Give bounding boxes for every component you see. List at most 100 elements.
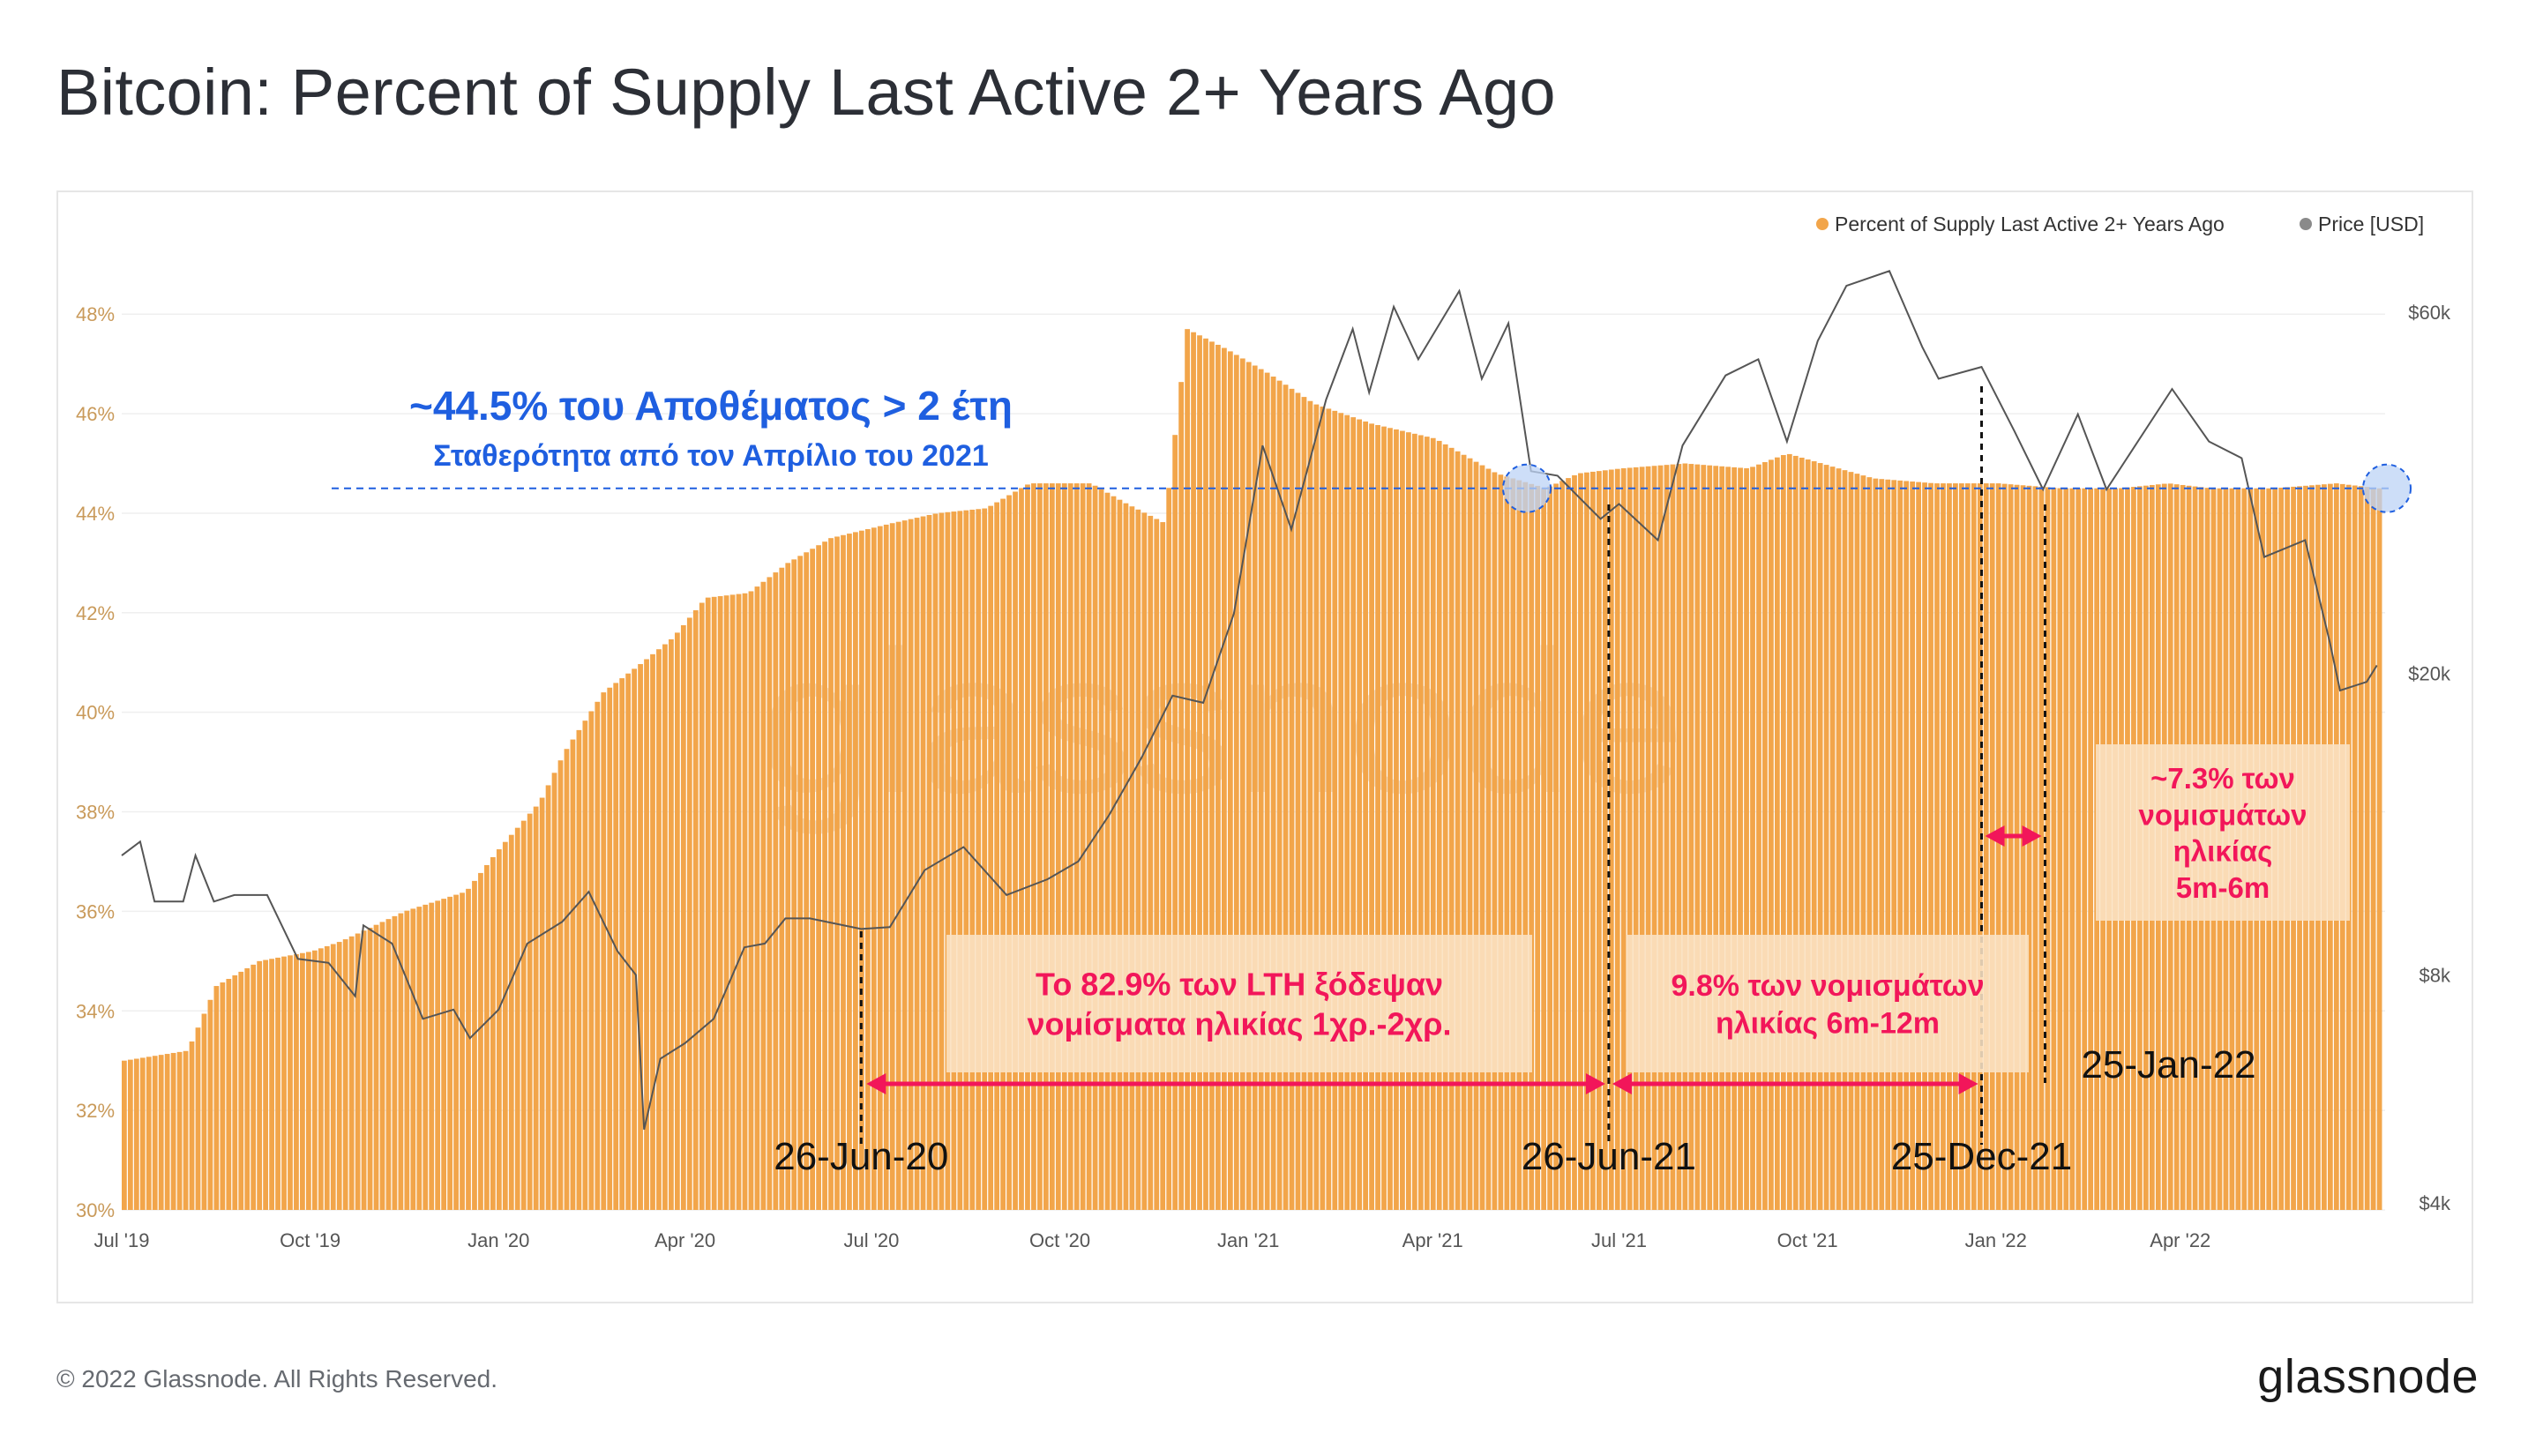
chart-svg: glassnode 30%32%34%36%38%40%42%44%46%48%… — [76, 213, 2451, 1251]
supply-bar — [170, 1052, 176, 1210]
supply-bar — [2082, 488, 2088, 1210]
supply-bar — [1504, 476, 1510, 1210]
arrow-6m-12m-head-right — [1958, 1073, 1978, 1094]
supply-bar — [901, 520, 908, 1210]
supply-bar — [1326, 408, 1332, 1210]
supply-bar — [1744, 467, 1749, 1210]
supply-bar — [2063, 488, 2069, 1210]
supply-bar — [232, 974, 238, 1210]
x-tick: Jan '20 — [467, 1229, 529, 1251]
blue-subline: Σταθερότητα από τον Απρίλιο του 2021 — [433, 439, 989, 473]
supply-bar — [139, 1057, 146, 1210]
supply-bar — [834, 536, 840, 1210]
supply-bar — [1958, 483, 1964, 1210]
supply-bar — [1964, 483, 1971, 1210]
supply-bar — [2352, 485, 2358, 1210]
supply-bar — [1013, 491, 1018, 1210]
supply-bar — [1197, 335, 1202, 1210]
supply-bar — [514, 827, 520, 1210]
supply-bar — [1769, 459, 1774, 1210]
supply-bar — [318, 948, 324, 1210]
supply-bar — [2358, 486, 2364, 1210]
supply-bar — [564, 749, 570, 1210]
supply-bar — [650, 653, 655, 1210]
supply-bar — [1885, 479, 1891, 1210]
supply-bar — [373, 924, 379, 1210]
supply-bar — [410, 908, 416, 1210]
supply-bar — [1688, 464, 1694, 1210]
supply-bar — [963, 510, 969, 1210]
supply-bar — [1516, 480, 1522, 1210]
supply-bar — [1836, 468, 1842, 1210]
supply-bar — [1941, 483, 1946, 1210]
supply-bar — [656, 649, 662, 1210]
supply-bar — [189, 1041, 195, 1210]
supply-bar — [238, 971, 244, 1210]
page-title: Bitcoin: Percent of Supply Last Active 2… — [56, 56, 1556, 129]
supply-bar — [1928, 482, 1933, 1210]
box-5m-6m-bg — [2096, 744, 2350, 921]
supply-bar — [1485, 468, 1492, 1210]
supply-bar — [1559, 481, 1565, 1210]
supply-bar — [1000, 498, 1006, 1210]
supply-bar — [146, 1057, 152, 1210]
supply-bar — [305, 952, 311, 1210]
arrow-lth-1y-2y-head-left — [866, 1073, 886, 1094]
supply-bar — [1350, 417, 1357, 1211]
supply-bar — [1553, 483, 1559, 1210]
supply-bar — [1829, 467, 1836, 1210]
supply-bar — [705, 597, 711, 1210]
supply-bar — [841, 534, 846, 1210]
supply-bar — [988, 505, 994, 1210]
supply-bar — [1178, 382, 1185, 1210]
supply-bar — [355, 933, 361, 1210]
supply-bar — [1713, 466, 1719, 1210]
supply-bar — [1627, 467, 1633, 1210]
legend: Percent of Supply Last Active 2+ Years A… — [1816, 213, 2424, 235]
supply-bar — [2076, 488, 2082, 1210]
y-left-tick: 34% — [76, 1000, 115, 1022]
supply-bar — [853, 532, 858, 1210]
supply-bar — [2032, 486, 2038, 1210]
supply-bar — [1135, 509, 1141, 1210]
supply-bar — [895, 521, 901, 1210]
y-left-tick: 44% — [76, 503, 115, 525]
x-tick: Jul '21 — [1591, 1229, 1647, 1251]
supply-bar — [926, 514, 932, 1210]
supply-bar — [945, 511, 951, 1210]
supply-bar — [1104, 492, 1111, 1210]
supply-bar — [686, 617, 692, 1210]
supply-bar — [1608, 469, 1614, 1210]
supply-bar — [1971, 483, 1977, 1210]
supply-bar — [1092, 485, 1098, 1210]
supply-bar — [2051, 488, 2057, 1210]
y-right-tick: $4k — [2420, 1192, 2451, 1214]
supply-bar — [1344, 414, 1350, 1210]
supply-bar — [864, 529, 871, 1210]
supply-bar — [1916, 482, 1921, 1210]
supply-bar — [908, 519, 914, 1210]
supply-bar — [2014, 484, 2020, 1210]
supply-bar — [557, 760, 564, 1210]
supply-bar — [1535, 485, 1541, 1210]
axes: 30% 32% 34% 36% 38% 40% 42% 44% 46% 48% $4k $8k $20k… — [76, 302, 2451, 1251]
supply-bar — [1067, 483, 1073, 1210]
supply-bar — [920, 516, 926, 1210]
box-lth-1y-2y-bg — [946, 935, 1532, 1072]
supply-bar — [1725, 467, 1731, 1210]
supply-bar — [717, 596, 723, 1210]
supply-bar — [760, 581, 767, 1210]
supply-bar — [484, 864, 490, 1210]
supply-bar — [1707, 465, 1713, 1210]
supply-bar — [1424, 437, 1430, 1211]
supply-bar — [336, 942, 342, 1210]
supply-bar — [1172, 435, 1178, 1210]
supply-bar — [1584, 472, 1589, 1210]
x-tick: Oct '21 — [1777, 1229, 1838, 1251]
supply-bar — [1154, 519, 1160, 1210]
supply-bar — [342, 939, 348, 1210]
supply-bar — [1430, 437, 1436, 1210]
supply-bar — [1166, 488, 1172, 1210]
supply-bar — [1657, 465, 1664, 1210]
supply-bar — [957, 511, 963, 1210]
